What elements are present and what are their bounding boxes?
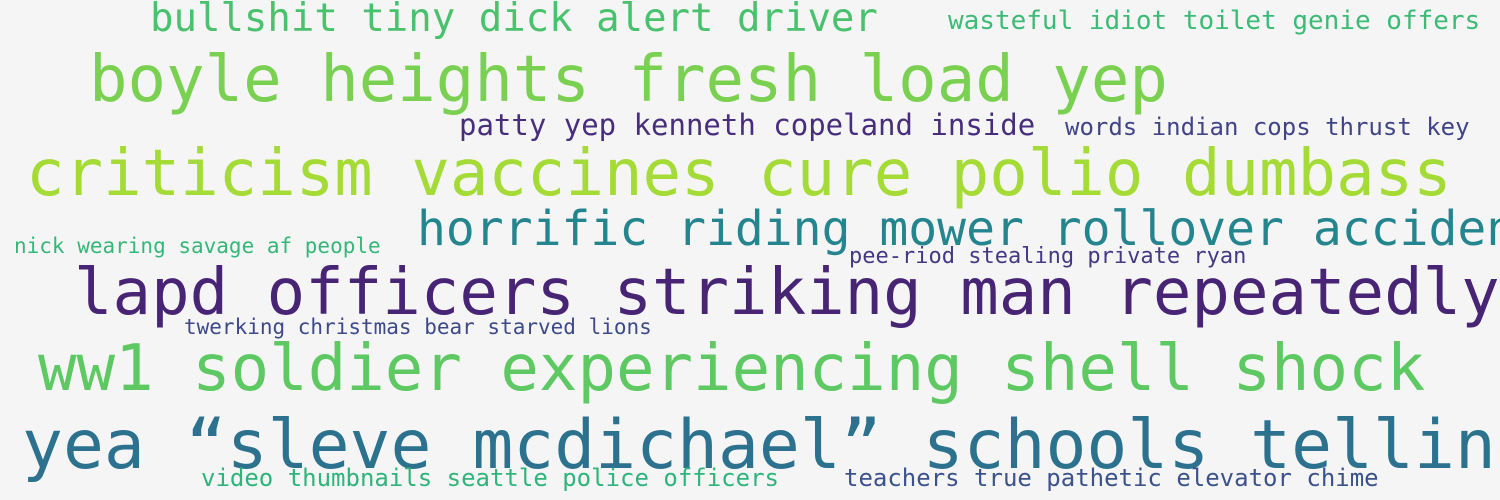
word-phrase: criticism vaccines cure polio dumbass [26, 137, 1452, 211]
word-phrase: boyle heights fresh load yep [89, 43, 1168, 117]
word-phrase: lapd officers striking man repeatedly [74, 256, 1500, 330]
word-phrase: wasteful idiot toilet genie offers [948, 6, 1481, 36]
word-phrase: horrific riding mower rollover accident [417, 201, 1500, 257]
word-phrase: ww1 soldier experiencing shell shock [38, 332, 1426, 406]
word-phrase: teachers true pathetic elevator chime [844, 464, 1379, 492]
word-phrase: video thumbnails seattle police officers [201, 464, 779, 492]
word-phrase: nick wearing savage af people [14, 234, 381, 258]
word-phrase: bullshit tiny dick alert driver [150, 0, 878, 41]
word-phrase: patty yep kenneth copeland inside [459, 108, 1036, 142]
word-phrase: twerking christmas bear starved lions [184, 315, 652, 339]
word-phrase: words indian cops thrust key [1065, 113, 1470, 141]
word-phrase: yea “sleve mcdichael” schools telling [22, 406, 1500, 485]
word-phrase: pee-riod stealing private ryan [849, 244, 1247, 269]
